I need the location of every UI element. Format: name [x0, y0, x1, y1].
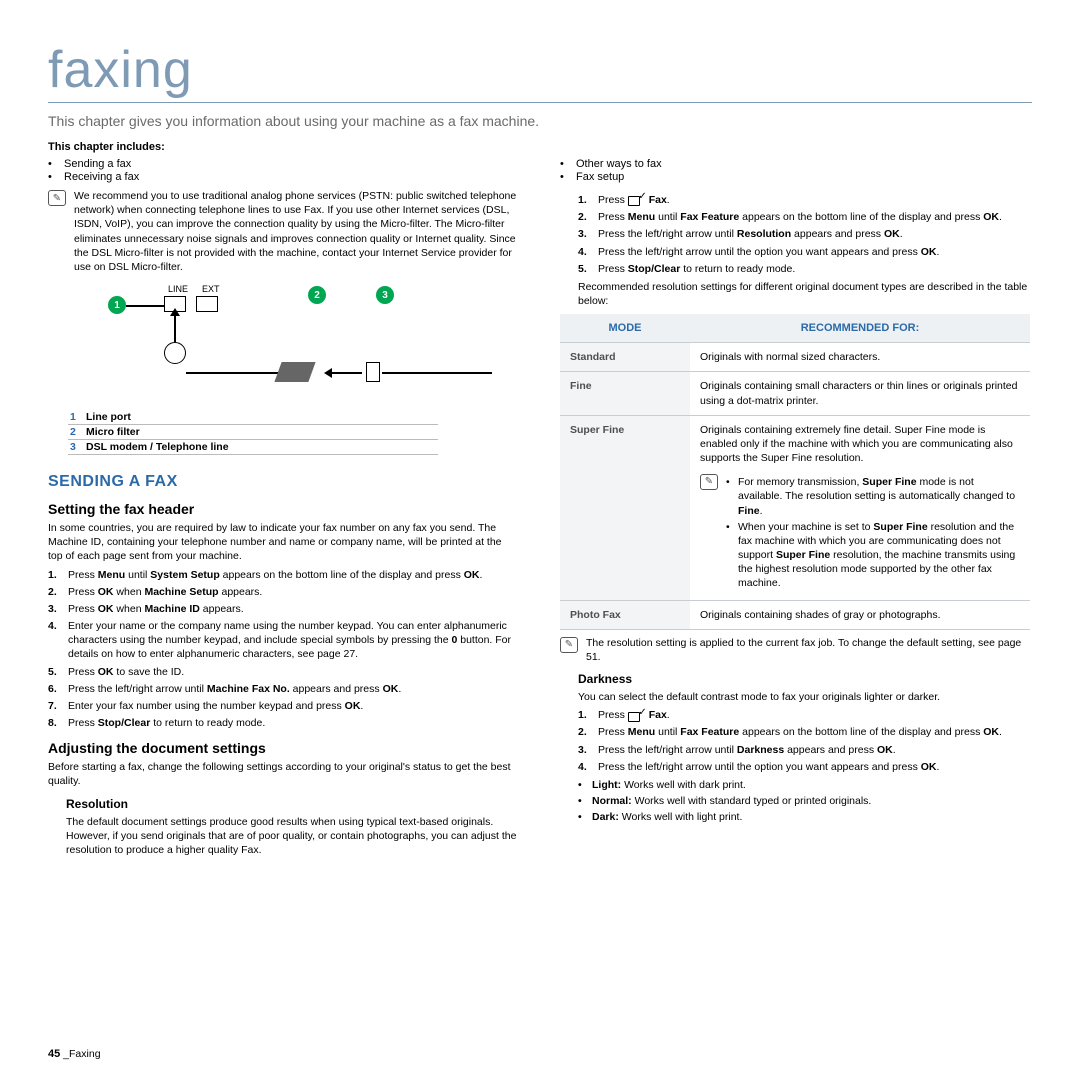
step: Press Stop/Clear to return to ready mode…	[48, 716, 518, 730]
step: Press the left/right arrow until the opt…	[578, 245, 1030, 259]
table-header: MODE	[560, 314, 690, 343]
note-icon: ✎	[560, 637, 578, 653]
fax-icon	[628, 710, 646, 722]
step: Press the left/right arrow until Resolut…	[578, 227, 1030, 241]
legend-circle: 3	[376, 286, 394, 304]
subsection-heading: Setting the fax header	[48, 501, 518, 517]
resolution-table: MODE RECOMMENDED FOR: Standard Originals…	[560, 314, 1030, 630]
body-text: The default document settings produce go…	[66, 815, 518, 858]
micro-filter-icon	[164, 342, 186, 368]
note-text: We recommend you to use traditional anal…	[74, 189, 518, 274]
includes-left: Sending a fax Receiving a fax	[48, 158, 518, 183]
includes-right: Other ways to fax Fax setup	[560, 158, 1030, 183]
title-rule	[48, 102, 1032, 103]
sub3-heading: Resolution	[66, 797, 518, 811]
body-text: You can select the default contrast mode…	[578, 690, 1030, 704]
fax-icon	[628, 194, 646, 206]
right-column: Other ways to fax Fax setup Press Fax. P…	[560, 157, 1030, 859]
option: Dark: Works well with light print.	[578, 810, 1030, 824]
step: Press the left/right arrow until the opt…	[578, 760, 1030, 774]
table-row: Photo Fax Originals containing shades of…	[560, 600, 1030, 629]
left-column: Sending a fax Receiving a fax ✎ We recom…	[48, 157, 518, 859]
line-label: LINE	[168, 284, 188, 294]
section-heading: SENDING A FAX	[48, 473, 518, 491]
legend-row: 3DSL modem / Telephone line	[68, 440, 438, 455]
option: Light: Works well with dark print.	[578, 778, 1030, 792]
step: Press Fax.	[578, 193, 1030, 207]
list-item: Other ways to fax	[560, 158, 1030, 170]
table-row: Super Fine Originals containing extremel…	[560, 415, 1030, 600]
step: Press OK to save the ID.	[48, 665, 518, 679]
darkness-steps: Press Fax. Press Menu until Fax Feature …	[578, 708, 1030, 774]
table-row: Fine Originals containing small characte…	[560, 372, 1030, 415]
list-item: Fax setup	[560, 171, 1030, 183]
legend-circle: 1	[108, 296, 126, 314]
step: Enter your name or the company name usin…	[48, 619, 518, 662]
step: Press Menu until Fax Feature appears on …	[578, 210, 1030, 224]
step: Press OK when Machine ID appears.	[48, 602, 518, 616]
body-text: Recommended resolution settings for diff…	[578, 280, 1030, 308]
table-header: RECOMMENDED FOR:	[690, 314, 1030, 343]
darkness-options: Light: Works well with dark print. Norma…	[578, 778, 1030, 825]
step: Press the left/right arrow until Darknes…	[578, 743, 1030, 757]
step: Press the left/right arrow until Machine…	[48, 682, 518, 696]
table-row: Standard Originals with normal sized cha…	[560, 343, 1030, 372]
header-steps: Press Menu until System Setup appears on…	[48, 568, 518, 731]
step: Press OK when Machine Setup appears.	[48, 585, 518, 599]
wiring-diagram: LINE EXT 1 2 3	[68, 284, 508, 404]
legend-row: 1Line port	[68, 410, 438, 425]
step: Press Menu until Fax Feature appears on …	[578, 725, 1030, 739]
page-subtitle: This chapter gives you information about…	[48, 113, 1032, 129]
note-icon: ✎	[48, 190, 66, 206]
page-title: faxing	[48, 40, 1032, 100]
step: Press Stop/Clear to return to ready mode…	[578, 262, 1030, 276]
includes-heading: This chapter includes:	[48, 141, 1032, 153]
resolution-note: ✎ The resolution setting is applied to t…	[560, 636, 1030, 664]
subsection-heading: Adjusting the document settings	[48, 740, 518, 756]
legend-circle: 2	[308, 286, 326, 304]
intro-note: ✎ We recommend you to use traditional an…	[48, 189, 518, 274]
ext-port-icon	[196, 296, 218, 312]
note-icon: ✎	[700, 474, 718, 490]
list-item: Sending a fax	[48, 158, 518, 170]
legend-row: 2Micro filter	[68, 425, 438, 440]
resolution-steps: Press Fax. Press Menu until Fax Feature …	[578, 193, 1030, 276]
note-bullet: When your machine is set to Super Fine r…	[726, 520, 1020, 591]
body-text: Before starting a fax, change the follow…	[48, 760, 518, 788]
step: Press Menu until System Setup appears on…	[48, 568, 518, 582]
diagram-legend: 1Line port 2Micro filter 3DSL modem / Te…	[68, 410, 438, 455]
modem-icon	[274, 362, 315, 382]
note-bullet: For memory transmission, Super Fine mode…	[726, 475, 1020, 518]
option: Normal: Works well with standard typed o…	[578, 794, 1030, 808]
wallplate-icon	[366, 362, 380, 382]
ext-label: EXT	[202, 284, 220, 294]
body-text: In some countries, you are required by l…	[48, 521, 518, 564]
step: Press Fax.	[578, 708, 1030, 722]
sub3-heading: Darkness	[578, 672, 1030, 686]
list-item: Receiving a fax	[48, 171, 518, 183]
page-footer: 45 _Faxing	[48, 1048, 101, 1060]
note-text: The resolution setting is applied to the…	[586, 636, 1030, 664]
step: Enter your fax number using the number k…	[48, 699, 518, 713]
